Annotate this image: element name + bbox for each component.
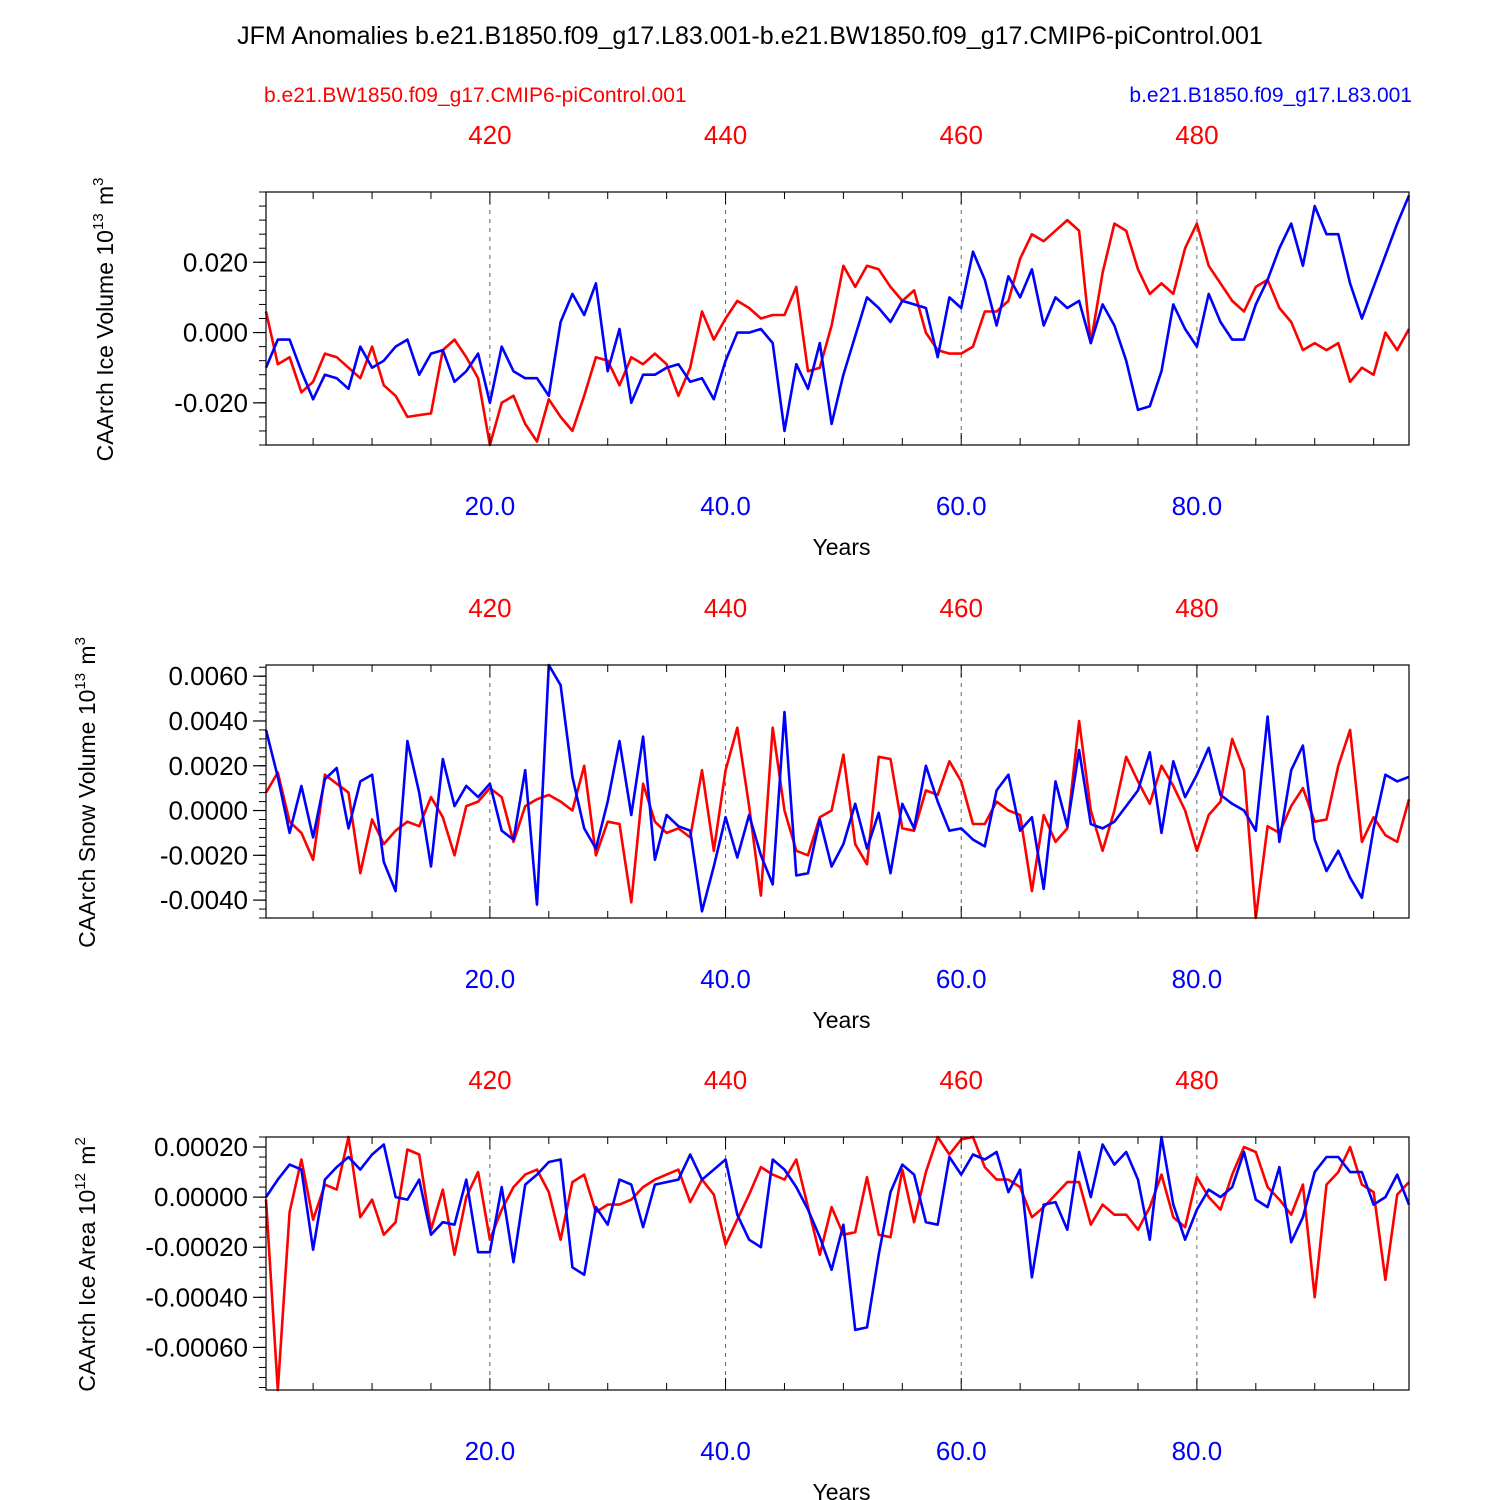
ice-area-ylabel-part: 2 — [72, 1137, 89, 1145]
ice-area-xtick-label-top: 460 — [940, 1065, 983, 1095]
snow-volume-ytick-label: 0.0020 — [168, 751, 248, 781]
ice-volume-plot-frame — [265, 191, 1410, 446]
snow-volume-xtick-label-bottom: 20.0 — [465, 964, 516, 994]
snow-volume-ylabel-part — [74, 635, 100, 637]
ice-area-ytick-label: -0.00040 — [145, 1282, 248, 1312]
panel-ice-area: -0.00060 -0.00040 -0.00020 0.00000 0.00020 20… — [72, 1065, 1411, 1500]
ice-area-xtick-label-bottom: 20.0 — [465, 1436, 516, 1466]
ice-area-xtick-label-bottom: 80.0 — [1172, 1436, 1223, 1466]
ice-volume-xtick-label-top: 480 — [1175, 120, 1218, 150]
ice-area-xtick-label-top: 440 — [704, 1065, 747, 1095]
snow-volume-ytick-label: 0.0040 — [168, 706, 248, 736]
snow-volume-xtick-label-bottom: 40.0 — [700, 964, 751, 994]
ice-volume-ytick-label: -0.020 — [174, 388, 248, 418]
ice-area-ytick-label: 0.00020 — [154, 1132, 248, 1162]
ice-area-ylabel-part — [74, 1135, 100, 1137]
ice-volume-xtick-label-top: 440 — [704, 120, 747, 150]
ice-volume-xtick-label-top: 460 — [940, 120, 983, 150]
panel-snow-volume: -0.0040 -0.0020 0.0000 0.0020 0.0040 0.0060 20… — [72, 593, 1411, 1033]
ice-area-ytick-label: -0.00060 — [145, 1332, 248, 1362]
ice-volume-ytick-label: 0.000 — [183, 318, 248, 348]
ice-volume-series-blue — [264, 194, 1411, 433]
snow-volume-plot-frame — [265, 664, 1410, 919]
ice-volume-ytick-label: 0.020 — [183, 247, 248, 277]
ice-area-plot-frame — [265, 1136, 1410, 1391]
ice-volume-ylabel-part: 13 — [90, 213, 107, 230]
ice-volume-xtick-label-bottom: 40.0 — [700, 491, 751, 521]
ice-volume-xtick-label-top: 420 — [468, 120, 511, 150]
ice-area-ytick-label: 0.00000 — [154, 1182, 248, 1212]
ice-volume-xtick-label-bottom: 20.0 — [465, 491, 516, 521]
snow-volume-ylabel-part: 13 — [72, 673, 89, 690]
ice-volume-ylabel-part — [92, 176, 118, 178]
snow-volume-series-red — [264, 719, 1411, 920]
ice-area-series-red — [264, 1135, 1410, 1392]
snow-volume-xtick-label-top: 460 — [940, 593, 983, 623]
ice-area-xtick-label-bottom: 60.0 — [936, 1436, 987, 1466]
ice-area-ylabel-part: 12 — [72, 1173, 89, 1190]
snow-volume-ytick-label: 0.0060 — [168, 661, 248, 691]
ice-area-xtick-label-top: 420 — [468, 1065, 511, 1095]
snow-volume-xtick-label-bottom: 80.0 — [1172, 964, 1223, 994]
ice-area-ylabel-part: CAArch Ice Area 10 — [74, 1190, 100, 1392]
ice-area-ylabel: CAArch Ice Area 1012 m2 — [72, 1135, 100, 1391]
ice-area-xtick-label-bottom: 40.0 — [700, 1436, 751, 1466]
ice-volume-xlabel: Years — [813, 534, 871, 560]
snow-volume-ylabel-part: 3 — [72, 637, 89, 645]
snow-volume-xlabel: Years — [813, 1007, 871, 1033]
snow-volume-xtick-label-top: 420 — [468, 593, 511, 623]
legend-red-label: b.e21.BW1850.f09_g17.CMIP6-piControl.001 — [264, 84, 687, 107]
snow-volume-ylabel: CAArch Snow Volume 1013 m3 — [72, 635, 100, 948]
ice-volume-ylabel-part: 3 — [90, 178, 107, 186]
ice-volume-ylabel: CAArch Ice Volume 1013 m3 — [90, 176, 118, 462]
panel-ice-volume: -0.020 0.000 0.020 20.0 40.0 60.0 80.0 420 440 46… — [90, 120, 1411, 560]
snow-volume-series-blue — [264, 663, 1410, 913]
ice-volume-series-red — [264, 218, 1411, 447]
snow-volume-xtick-label-bottom: 60.0 — [936, 964, 987, 994]
snow-volume-ylabel-part: CAArch Snow Volume 10 — [74, 690, 100, 948]
ice-volume-ylabel-part: m — [92, 186, 118, 212]
snow-volume-xtick-label-top: 440 — [704, 593, 747, 623]
ice-area-xlabel: Years — [813, 1479, 871, 1500]
ice-volume-ylabel-part: CAArch Ice Volume 10 — [92, 230, 118, 461]
ice-area-series-blue — [264, 1135, 1411, 1332]
legend-blue-label: b.e21.B1850.f09_g17.L83.001 — [1129, 84, 1412, 107]
ice-area-ylabel-part: m — [74, 1146, 100, 1172]
ice-area-ytick-label: -0.00020 — [145, 1232, 248, 1262]
snow-volume-ytick-label: -0.0040 — [160, 885, 248, 915]
snow-volume-ytick-label: -0.0020 — [160, 840, 248, 870]
snow-volume-ylabel-part: m — [74, 645, 100, 671]
snow-volume-ytick-label: 0.0000 — [168, 796, 248, 826]
chart-title: JFM Anomalies b.e21.B1850.f09_g17.L83.00… — [237, 22, 1263, 50]
ice-volume-xtick-label-bottom: 60.0 — [936, 491, 987, 521]
snow-volume-xtick-label-top: 480 — [1175, 593, 1218, 623]
ice-area-xtick-label-top: 480 — [1175, 1065, 1218, 1095]
ice-volume-xtick-label-bottom: 80.0 — [1172, 491, 1223, 521]
